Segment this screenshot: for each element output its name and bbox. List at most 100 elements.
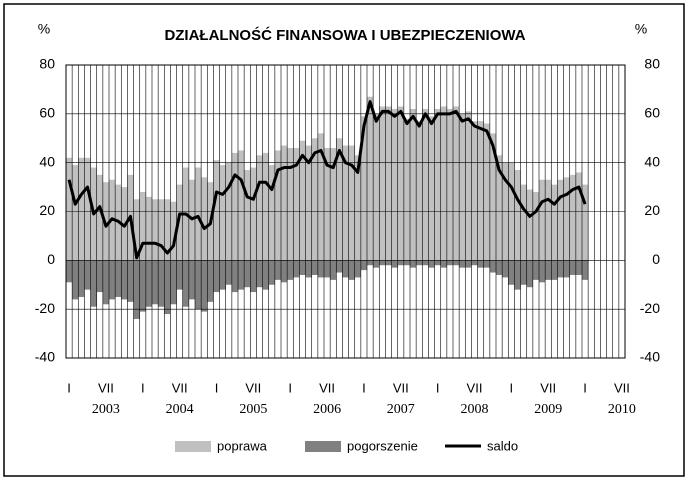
bar [403,118,410,261]
bar [471,121,478,261]
bar [170,201,177,261]
bar [348,260,355,280]
bar [231,260,238,293]
bar [176,184,183,261]
legend-swatch [175,441,211,452]
bar [557,260,564,278]
y2-tick-label: 0 [652,251,660,267]
bar [213,160,220,261]
x-tick-label: VII [540,380,556,395]
bar [256,155,263,261]
x-tick-label: VII [98,380,114,395]
bar [324,260,331,278]
bar [170,260,177,305]
bar [569,174,576,261]
bar [532,191,539,261]
x-year-label: 2009 [534,402,562,417]
bar [281,260,288,283]
x-tick-label: I [583,380,587,395]
bar [66,260,73,283]
bar [582,260,589,280]
bar [90,260,97,307]
x-tick-label: VII [467,380,483,395]
bar [563,260,570,278]
chart-title: DZIAŁALNOŚĆ FINANSOWA I UBEZPIECZENIOWA [164,26,525,44]
bar [342,145,349,261]
bar [532,260,539,280]
x-tick-label: VII [393,380,409,395]
legend-label: saldo [487,438,518,453]
bar [545,260,552,280]
y-tick-label: 20 [39,202,55,218]
y2-unit: % [635,21,647,37]
x-tick-label: VII [172,380,188,395]
y2-tick-label: 20 [644,202,660,218]
bar [508,260,515,285]
y-tick-label: 80 [39,56,55,72]
bar [545,179,552,261]
bar [551,184,558,261]
x-year-label: 2007 [387,402,415,417]
x-tick-label: I [141,380,145,395]
bar [520,260,527,285]
bar [244,260,251,288]
bar [496,155,503,261]
x-tick-label: I [510,380,514,395]
bar [385,106,392,261]
bar [539,179,546,261]
bar [268,165,275,261]
bar [78,157,85,261]
bar [299,260,306,275]
legend-label: pogorszenie [347,438,418,453]
bar [477,121,484,261]
bar [311,138,318,261]
bar [293,148,300,261]
bar [213,260,220,293]
y-tick-label: -20 [35,300,55,316]
bar [121,260,128,300]
bar [551,260,558,280]
bar [582,184,589,261]
bar [385,260,392,266]
bar [422,108,429,261]
x-tick-label: VII [319,380,335,395]
bar [563,177,570,261]
bar [274,260,281,280]
bar [330,260,337,280]
bar [324,148,331,261]
bar [575,172,582,261]
y-tick-label: -40 [35,349,55,365]
bar [336,260,343,273]
bar [256,260,263,288]
plot-border [65,64,626,359]
bar [84,260,91,290]
bar [539,260,546,283]
bar [195,167,202,261]
bar [152,260,159,305]
bar [287,148,294,261]
y2-tick-label: 40 [644,153,660,169]
bar [428,116,435,261]
bar [391,108,398,261]
y2-tick-label: -20 [640,300,660,316]
legend-label: poprawa [217,438,268,453]
bar [489,133,496,261]
bar [471,260,478,266]
bar [66,157,73,261]
bar [502,260,509,278]
bar [262,260,269,290]
bar [434,260,441,266]
bar [317,260,324,278]
bar [182,260,189,307]
bar [195,260,202,310]
bar [453,260,460,266]
bar [520,184,527,261]
bar [96,260,103,293]
bar [238,150,245,261]
bar [453,106,460,261]
bar [219,260,226,290]
bar [360,260,367,271]
bar [514,169,521,261]
bar [483,123,490,261]
legend-swatch [305,441,341,452]
